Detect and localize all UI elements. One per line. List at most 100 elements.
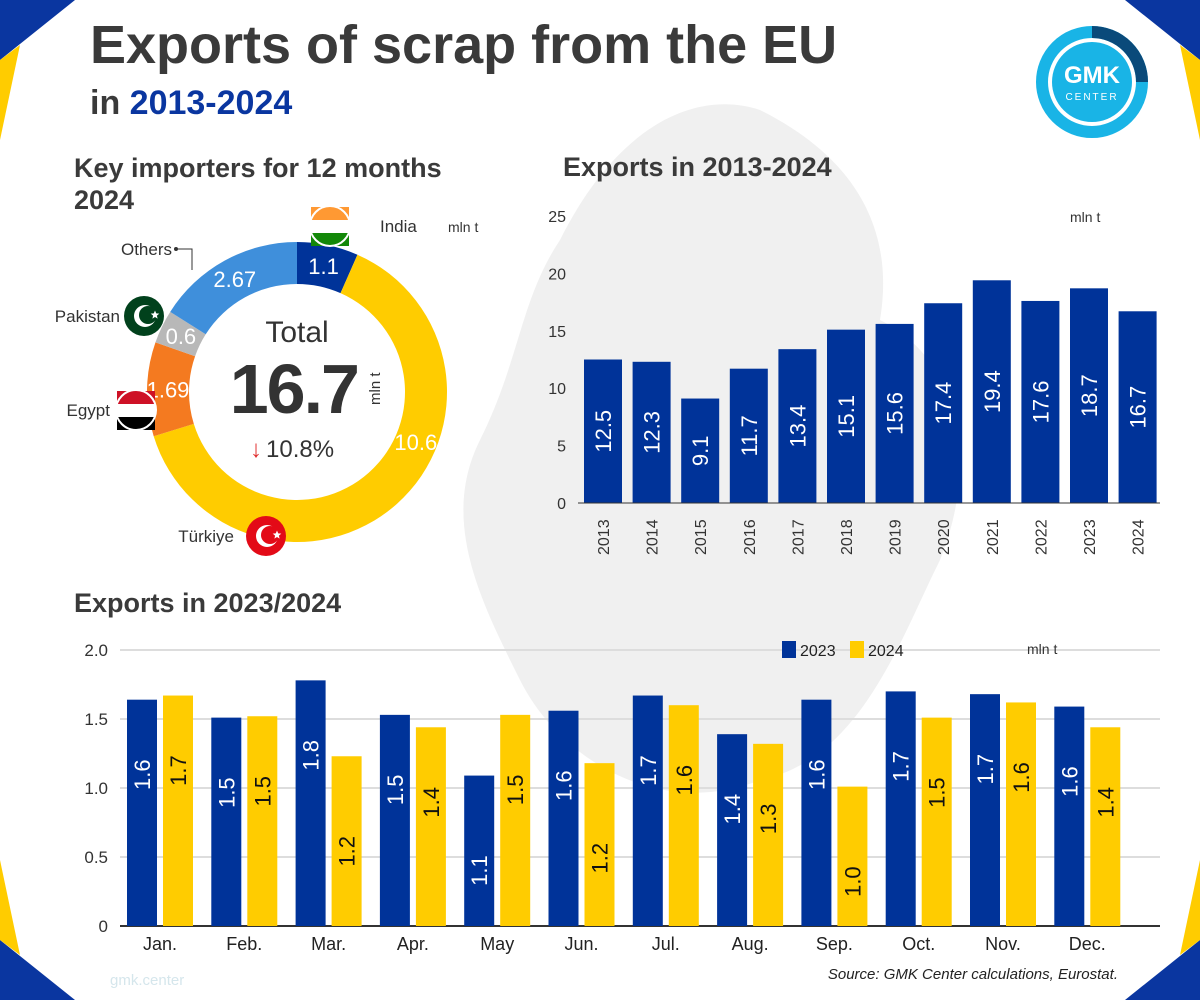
- monthly-bar-label: 1.6: [552, 770, 577, 801]
- monthly-bar-label: 1.5: [383, 775, 408, 806]
- annual-chart-title: Exports in 2013-2024: [563, 152, 832, 182]
- annual-xtick: 2022: [1033, 519, 1050, 555]
- monthly-xtick: Jan.: [143, 934, 177, 954]
- monthly-bar-2023: [295, 680, 326, 926]
- donut-total-value: 16.7: [230, 350, 358, 428]
- annual-bar-2016: [729, 368, 768, 503]
- subtitle-years: 2013-2024: [129, 84, 293, 122]
- monthly-xtick: Mar.: [311, 934, 346, 954]
- monthly-bar-2023: [464, 775, 495, 926]
- monthly-bar-2024: [921, 717, 952, 926]
- monthly-chart-title: Exports in 2023/2024: [74, 588, 342, 618]
- monthly-xtick: Nov.: [985, 934, 1021, 954]
- donut-value-label: 2.67: [213, 267, 256, 292]
- logo-text: GMK: [1064, 62, 1120, 89]
- monthly-bar-2023: [1054, 706, 1085, 926]
- source-note: Source: GMK Center calculations, Eurosta…: [827, 966, 1118, 983]
- monthly-bar-label: 1.0: [840, 866, 865, 897]
- annual-ytick: 5: [557, 439, 566, 456]
- annual-ytick: 20: [548, 266, 566, 283]
- monthly-bar-label: 1.5: [925, 777, 950, 808]
- monthly-bar-2024: [837, 786, 868, 926]
- annual-bar-label: 19.4: [980, 370, 1005, 413]
- flag-stripe: [117, 391, 155, 404]
- corner-yellow-tl: [0, 45, 20, 140]
- star-icon: [272, 530, 282, 539]
- annual-xtick: 2023: [1082, 519, 1099, 555]
- legend-label: 2024: [868, 643, 904, 660]
- down-arrow-icon: ↓: [250, 436, 262, 463]
- annual-bar-label: 13.4: [785, 405, 810, 448]
- donut-total-label: Total: [265, 316, 328, 349]
- annual-xtick: 2013: [596, 519, 613, 555]
- annual-bar-2024: [1118, 311, 1157, 503]
- corner-yellow-tr: [1180, 45, 1200, 140]
- donut-slice-others: [170, 242, 297, 335]
- crescent-cut: [261, 526, 279, 544]
- annual-bar-label: 12.5: [591, 410, 616, 453]
- monthly-bar-label: 1.7: [636, 755, 661, 786]
- annual-bar-label: 15.6: [883, 392, 908, 435]
- donut-value-label: 0.6: [166, 324, 197, 349]
- annual-xtick: 2017: [790, 519, 807, 555]
- monthly-bar-2024: [1006, 702, 1036, 926]
- monthly-bar-label: 1.6: [130, 759, 155, 790]
- annual-bar-label: 17.6: [1028, 381, 1053, 424]
- monthly-bar-label: 1.7: [973, 754, 998, 785]
- monthly-xtick: Jun.: [564, 934, 598, 954]
- annual-xtick: 2014: [645, 519, 662, 555]
- legend-label: 2023: [800, 643, 836, 660]
- annual-bar-label: 16.7: [1126, 386, 1151, 429]
- monthly-bar-2023: [379, 714, 410, 926]
- monthly-bar-label: 1.3: [756, 804, 781, 835]
- monthly-ytick: 0: [99, 917, 108, 936]
- corner-blue-tr: [1125, 0, 1200, 60]
- monthly-bar-2023: [211, 717, 242, 926]
- monthly-ytick: 1.5: [84, 710, 108, 729]
- monthly-bar-label: 1.6: [1009, 762, 1034, 793]
- annual-bar-label: 15.1: [834, 395, 859, 438]
- donut-value-label: 1.1: [308, 254, 339, 279]
- monthly-bar-label: 1.5: [250, 776, 275, 807]
- annual-ytick: 25: [548, 209, 566, 226]
- donut-country-label: Pakistan: [55, 307, 120, 326]
- annual-xtick: 2015: [693, 519, 710, 555]
- logo-ring-icon: [1036, 26, 1148, 138]
- annual-bar-2015: [681, 398, 720, 503]
- annual-bar-2020: [924, 303, 963, 503]
- annual-xtick: 2016: [742, 519, 759, 555]
- monthly-bar-2024: [753, 743, 784, 926]
- page-title: Exports of scrap from the EU: [90, 15, 838, 75]
- monthly-bar-label: 1.2: [588, 843, 613, 874]
- monthly-bar-label: 1.7: [166, 755, 191, 786]
- monthly-bar-label: 1.5: [503, 775, 528, 806]
- donut-country-label: Egypt: [67, 401, 111, 420]
- monthly-bar-label: 1.2: [335, 836, 360, 867]
- donut-country-label: Others: [121, 240, 172, 259]
- annual-bar-label: 12.3: [640, 411, 665, 454]
- monthly-xtick: Apr.: [397, 934, 429, 954]
- donut-change: 10.8%: [266, 436, 334, 463]
- leader-dot: [174, 247, 178, 251]
- monthly-bar-label: 1.1: [467, 855, 492, 886]
- monthly-bar-2024: [584, 763, 615, 926]
- annual-xtick: 2020: [936, 519, 953, 555]
- legend-swatch-2023: [782, 641, 796, 658]
- annual-bar-2017: [778, 349, 817, 503]
- annual-bar-2022: [1021, 300, 1060, 503]
- legend-swatch-2024: [850, 641, 864, 658]
- flag-stripe: [311, 220, 349, 233]
- monthly-bar-2023: [717, 734, 748, 926]
- monthly-xtick: Dec.: [1069, 934, 1106, 954]
- monthly-bar-2024: [331, 756, 362, 926]
- monthly-bar-2024: [247, 716, 278, 926]
- annual-bar-2014: [632, 361, 671, 503]
- monthly-bar-2023: [801, 699, 832, 926]
- monthly-xtick: Oct.: [902, 934, 935, 954]
- flag-stripe: [117, 404, 155, 417]
- annual-xtick: 2024: [1131, 519, 1148, 555]
- monthly-bar-label: 1.6: [1057, 766, 1082, 797]
- donut-slice-egypt: [147, 342, 196, 437]
- annual-bar-2021: [972, 280, 1011, 503]
- egypt-flag-icon: [115, 389, 157, 431]
